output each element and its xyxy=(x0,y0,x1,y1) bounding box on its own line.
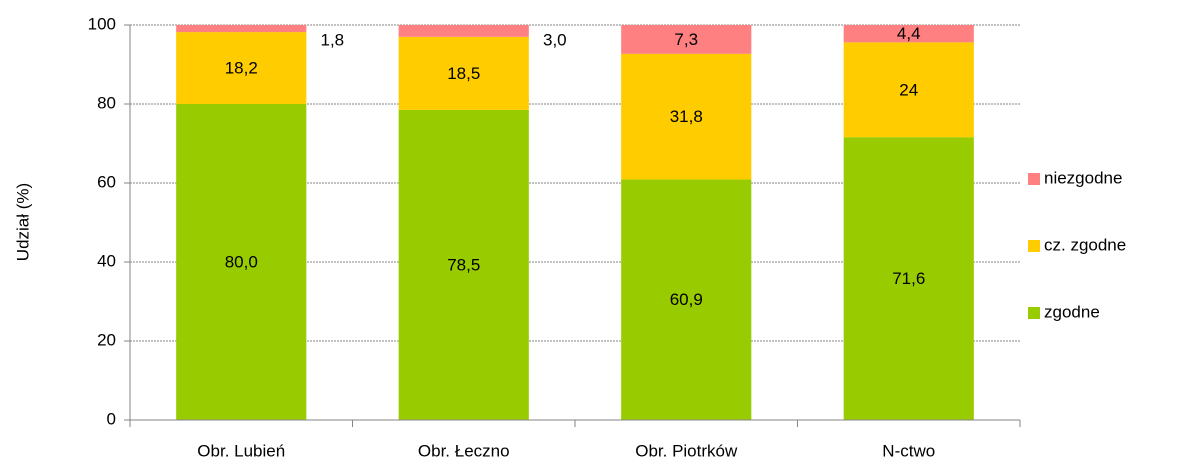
y-tick-label: 40 xyxy=(97,251,116,270)
data-label: 60,9 xyxy=(670,290,703,309)
data-label: 7,3 xyxy=(674,30,698,49)
bar-segment xyxy=(843,137,974,420)
y-axis-label: Udział (%) xyxy=(13,183,32,261)
bar-segment xyxy=(398,36,529,110)
y-tick-label: 100 xyxy=(88,14,116,33)
data-label: 78,5 xyxy=(447,255,480,274)
x-tick-label: Obr. Lubień xyxy=(197,441,285,460)
legend-swatch xyxy=(1028,173,1040,185)
legend-label: niezgodne xyxy=(1044,168,1122,187)
bar-segment xyxy=(621,25,752,54)
data-label: 31,8 xyxy=(670,107,703,126)
legend-label: cz. zgodne xyxy=(1044,235,1126,254)
data-label: 4,4 xyxy=(897,24,921,43)
bar-segment xyxy=(843,42,974,138)
x-tick-label: Obr. Piotrków xyxy=(635,441,738,460)
data-label: 80,0 xyxy=(225,252,258,271)
data-label: 18,5 xyxy=(447,64,480,83)
legend-swatch xyxy=(1028,307,1040,319)
bar-segment xyxy=(176,104,307,420)
bar-segment xyxy=(398,25,529,37)
y-tick-label: 20 xyxy=(97,330,116,349)
x-tick-label: Obr. Łeczno xyxy=(418,441,510,460)
y-tick-label: 0 xyxy=(107,409,116,428)
legend-swatch xyxy=(1028,240,1040,252)
data-label: 18,2 xyxy=(225,59,258,78)
data-label: 3,0 xyxy=(543,30,567,49)
data-label: 24 xyxy=(899,80,918,99)
legend-label: zgodne xyxy=(1044,302,1100,321)
bar-segment xyxy=(176,25,307,33)
bar-segment xyxy=(843,25,974,43)
bar-segment xyxy=(621,179,752,420)
x-tick-label: N-ctwo xyxy=(882,441,935,460)
y-tick-label: 60 xyxy=(97,172,116,191)
y-tick-label: 80 xyxy=(97,93,116,112)
data-label: 71,6 xyxy=(892,269,925,288)
data-label: 1,8 xyxy=(321,30,345,49)
bar-segment xyxy=(621,53,752,180)
bar-segment xyxy=(176,32,307,104)
bar-segment xyxy=(398,109,529,421)
